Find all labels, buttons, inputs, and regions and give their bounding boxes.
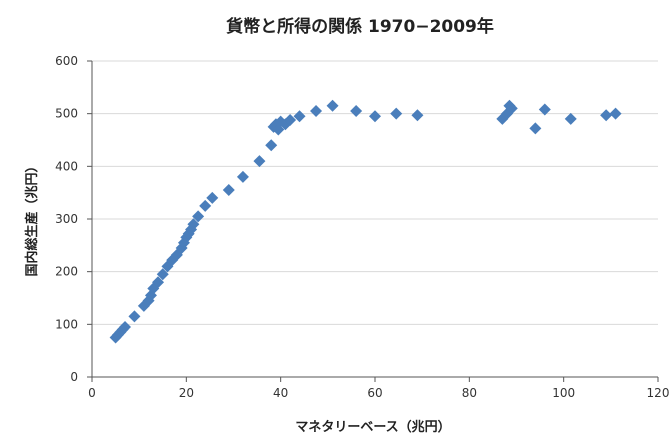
x-tick-label: 60 bbox=[367, 386, 382, 400]
data-point bbox=[166, 254, 179, 267]
data-point bbox=[253, 155, 266, 168]
y-tick-label: 200 bbox=[55, 265, 78, 279]
data-point bbox=[369, 110, 381, 123]
data-point bbox=[222, 184, 235, 197]
data-point bbox=[187, 218, 200, 231]
data-point bbox=[505, 102, 518, 115]
data-point bbox=[350, 105, 363, 118]
y-tick-label: 400 bbox=[55, 159, 78, 173]
y-tick-label: 0 bbox=[70, 370, 78, 384]
x-axis-label: マネタリーベース（兆円） bbox=[295, 419, 450, 435]
data-point bbox=[119, 320, 132, 333]
data-points bbox=[109, 99, 622, 344]
data-point bbox=[529, 122, 542, 135]
data-point bbox=[236, 170, 249, 183]
data-point bbox=[156, 268, 169, 281]
data-point bbox=[609, 107, 622, 120]
axes bbox=[87, 60, 659, 382]
data-point bbox=[600, 109, 613, 122]
data-point bbox=[310, 105, 323, 118]
data-point bbox=[326, 99, 339, 112]
x-tick-label: 100 bbox=[552, 386, 575, 400]
y-axis-label: 国内総生産（兆円） bbox=[24, 159, 40, 276]
x-tick-label: 120 bbox=[647, 386, 670, 400]
chart-title: 貨幣と所得の関係 1970−2009年 bbox=[226, 16, 494, 37]
data-point bbox=[265, 139, 278, 152]
y-tick-label: 100 bbox=[55, 317, 78, 331]
y-tick-label: 500 bbox=[55, 107, 78, 121]
x-tick-label: 40 bbox=[273, 386, 288, 400]
data-point bbox=[538, 103, 551, 116]
y-tick-label: 300 bbox=[55, 212, 78, 226]
y-tick-label: 600 bbox=[55, 54, 78, 68]
data-point bbox=[411, 109, 424, 122]
tick-labels: 0 100 200 300 400 500 600 0 20 40 60 80 100 120 bbox=[55, 54, 669, 400]
x-tick-label: 80 bbox=[462, 386, 477, 400]
data-point bbox=[152, 276, 165, 289]
data-point bbox=[293, 110, 306, 123]
data-point bbox=[390, 107, 403, 120]
data-point bbox=[564, 112, 577, 125]
data-point bbox=[284, 113, 297, 126]
x-tick-label: 0 bbox=[88, 386, 96, 400]
data-point bbox=[192, 210, 205, 223]
data-point bbox=[206, 191, 219, 204]
data-point bbox=[128, 310, 141, 323]
data-point bbox=[199, 199, 212, 212]
x-tick-label: 20 bbox=[179, 386, 194, 400]
